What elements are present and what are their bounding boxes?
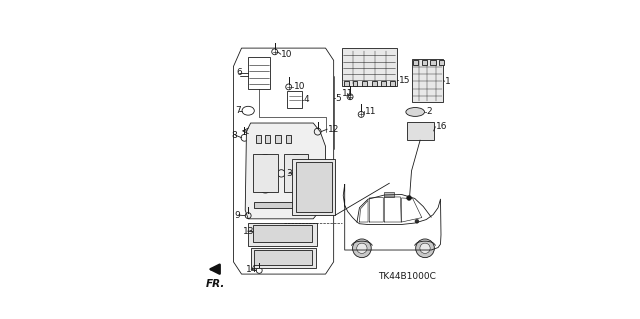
Ellipse shape <box>295 186 310 205</box>
Text: 10: 10 <box>294 82 305 92</box>
Bar <box>296 162 332 212</box>
Text: 14: 14 <box>246 265 257 274</box>
Text: 5: 5 <box>335 94 341 103</box>
Bar <box>248 57 270 89</box>
Ellipse shape <box>295 163 310 182</box>
Text: 11: 11 <box>342 89 353 98</box>
Ellipse shape <box>288 154 304 175</box>
Ellipse shape <box>288 174 304 193</box>
Circle shape <box>406 196 412 200</box>
Text: 1: 1 <box>445 77 451 86</box>
Circle shape <box>416 239 435 258</box>
Text: 12: 12 <box>328 125 339 134</box>
Circle shape <box>415 219 419 223</box>
Text: 9: 9 <box>234 211 240 220</box>
Bar <box>253 225 312 242</box>
Ellipse shape <box>413 126 428 136</box>
Ellipse shape <box>291 227 311 241</box>
Bar <box>292 159 335 215</box>
Bar <box>256 135 261 143</box>
Bar <box>265 135 270 143</box>
Bar <box>275 135 281 143</box>
Text: 2: 2 <box>426 108 432 116</box>
Bar <box>253 154 278 192</box>
Bar <box>422 60 427 65</box>
Circle shape <box>353 239 371 258</box>
Text: 7: 7 <box>235 106 241 115</box>
Ellipse shape <box>313 186 328 205</box>
Bar <box>372 81 376 86</box>
Text: 10: 10 <box>282 50 293 59</box>
Bar <box>344 81 349 86</box>
Polygon shape <box>245 123 326 219</box>
Text: 13: 13 <box>243 226 255 236</box>
Ellipse shape <box>259 228 275 239</box>
Text: 11: 11 <box>365 107 376 116</box>
Bar <box>430 60 436 65</box>
Bar <box>353 81 358 86</box>
Bar <box>362 81 367 86</box>
Bar <box>413 60 419 65</box>
Ellipse shape <box>292 252 310 263</box>
Bar <box>384 192 394 197</box>
Text: FR.: FR. <box>205 279 225 289</box>
Text: 16: 16 <box>436 122 447 131</box>
Text: 4: 4 <box>304 95 310 104</box>
Bar <box>390 81 395 86</box>
Bar <box>381 81 386 86</box>
Bar <box>439 60 444 65</box>
Ellipse shape <box>313 163 328 182</box>
Circle shape <box>356 243 367 253</box>
Bar <box>287 91 302 108</box>
Text: 6: 6 <box>237 68 243 77</box>
Text: 8: 8 <box>232 131 237 140</box>
Ellipse shape <box>406 108 424 116</box>
Bar <box>406 122 434 140</box>
Bar <box>342 48 397 86</box>
Text: 3: 3 <box>286 169 292 178</box>
Text: TK44B1000C: TK44B1000C <box>378 271 436 280</box>
Circle shape <box>420 243 430 253</box>
Ellipse shape <box>257 154 273 175</box>
Ellipse shape <box>264 252 283 263</box>
Bar <box>254 202 313 208</box>
Bar <box>285 135 291 143</box>
Bar <box>254 250 312 265</box>
Text: 15: 15 <box>399 76 411 85</box>
Bar <box>412 59 444 102</box>
Bar <box>251 248 316 268</box>
Bar <box>284 154 308 192</box>
Ellipse shape <box>257 174 273 193</box>
Bar <box>248 223 317 246</box>
